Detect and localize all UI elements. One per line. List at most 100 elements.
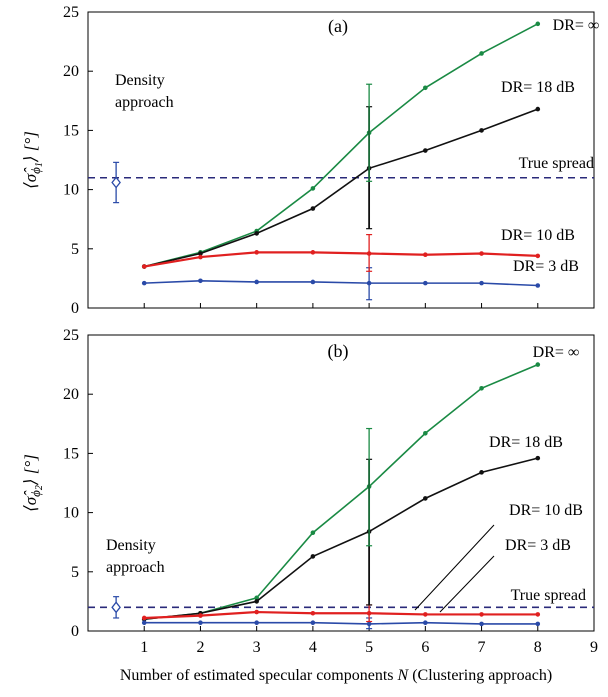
- panel-b-x-tick-label: 3: [253, 639, 261, 656]
- panel-b-series-2-point: [141, 615, 147, 621]
- panel-a-y-tick-label: 10: [63, 182, 79, 199]
- panel-a-series-3-point: [141, 280, 147, 286]
- x-axis-label-part: N: [397, 667, 410, 684]
- panel-b-panel-label: (b): [328, 341, 349, 362]
- panel-b-leader-line-0: [414, 524, 495, 611]
- panel-a-series-1-point: [310, 206, 316, 211]
- panel-a-series-1-point: [479, 128, 484, 133]
- panel-a-series-2-point: [479, 251, 484, 256]
- panel-a-series-2-point: [198, 254, 203, 260]
- panel-b-series-3-point: [310, 620, 316, 626]
- panel-a-y-tick-label: 15: [63, 122, 79, 139]
- panel-a-series-1-point: [254, 231, 259, 236]
- panel-b-x-tick-label: 5: [365, 639, 373, 656]
- panel-b-series-2-point: [479, 612, 484, 617]
- panel-b-series-0-point: [535, 362, 541, 367]
- panel-b-x-tick-label: 8: [534, 639, 542, 656]
- panel-b-series-0-point: [310, 530, 316, 536]
- panel-a-series-2-point: [141, 264, 147, 269]
- panel-b-leader-line-1: [439, 555, 495, 613]
- panel-b-y-tick-label: 25: [63, 327, 79, 344]
- panel-a-series-3-point: [254, 279, 259, 285]
- panel-a-series-2-point: [254, 250, 259, 255]
- panel-b-series-label-0: DR= ∞: [533, 344, 580, 361]
- panel-b-series-1-point: [535, 455, 541, 461]
- panel-b-density-diamond-marker: [111, 601, 121, 614]
- panel-b-series-0-point: [423, 430, 428, 436]
- panel-a-series-0-point: [423, 85, 428, 91]
- panel-a-y-axis-label: ⟨σ̂ϕ1⟩ [°]: [21, 131, 45, 189]
- panel-a-series-2-point: [423, 252, 428, 258]
- panel-b-series-line-3: [144, 621, 538, 625]
- panel-a-y-tick-label: 0: [71, 300, 79, 317]
- panel-b-series-2-point: [198, 613, 203, 618]
- panel-a-y-axis-label-suffix: ⟩ [°]: [21, 131, 40, 163]
- panel-a-series-line-2: [144, 251, 538, 268]
- panel-a-axes-frame: [87, 11, 595, 309]
- panel-b-series-3-point: [535, 621, 541, 627]
- panel-a-true-spread-label: True spread: [519, 155, 594, 172]
- panel-a-series-1-point: [198, 251, 203, 256]
- panel-b-series-1-point: [310, 554, 316, 559]
- panel-a-series-0-point: [535, 21, 541, 27]
- panel-a-y-tick-label: 20: [63, 63, 79, 80]
- panel-b-x-tick-label: 7: [478, 639, 486, 656]
- panel-a-y-axis-label-subsub: 1: [34, 162, 45, 167]
- panel-a-y-tick-label: 25: [63, 4, 79, 21]
- panel-b-series-3-point: [198, 620, 203, 626]
- panel-a-y-axis-label-sub: ϕ: [28, 167, 43, 174]
- panel-b-true-spread-label: True spread: [511, 587, 586, 604]
- x-axis-label-part: (Clustering approach): [408, 667, 552, 684]
- panel-b-series-line-2: [144, 610, 538, 620]
- panel-b-density-label-line-2: approach: [106, 559, 165, 576]
- panel-b-series-3-point: [141, 620, 147, 626]
- panel-b-series-0-point: [479, 385, 484, 391]
- panel-a-density-label-line-2: approach: [115, 94, 174, 111]
- panel-b-x-tick-label: 2: [196, 639, 204, 656]
- panel-a-series-0-point: [310, 186, 316, 191]
- panel-a-series-label-2: DR= 10 dB: [501, 227, 575, 244]
- panel-b-series-label-2: DR= 10 dB: [509, 502, 583, 519]
- panel-a-series-2-point: [310, 250, 316, 255]
- panel-b-series-3-point: [254, 620, 259, 626]
- panel-b-y-tick-label: 10: [63, 505, 79, 522]
- panel-b-y-tick-label: 0: [71, 623, 79, 640]
- panel-a-density-diamond-marker: [111, 176, 121, 189]
- panel-a-series-0-point: [479, 51, 484, 56]
- panel-b-y-axis-label-subsub: 2: [34, 485, 45, 490]
- panel-a-series-3-point: [198, 278, 203, 284]
- panel-b-series-1-point: [423, 496, 428, 501]
- panel-b-y-axis-label: ⟨σ̂ϕ2⟩ [°]: [21, 454, 45, 512]
- panel-b-series-2-point: [254, 609, 259, 615]
- panel-b-series-label-1: DR= 18 dB: [489, 434, 563, 451]
- panel-a-series-2-point: [535, 253, 541, 259]
- panel-a-series-1-point: [535, 106, 541, 112]
- panel-b-density-label-line-1: Density: [106, 537, 156, 554]
- panel-b-series-2-point: [310, 610, 316, 616]
- panel-a-density-label-line-1: Density: [115, 72, 165, 89]
- panel-b-y-axis-label-suffix: ⟩ [°]: [21, 454, 40, 486]
- panel-a-panel-label: (a): [328, 16, 348, 37]
- panel-b-axes-frame: [87, 334, 595, 632]
- panel-a-series-3-point: [310, 279, 316, 285]
- panel-b-y-tick-label: 20: [63, 386, 79, 403]
- panel-a-series-line-3: [144, 279, 538, 287]
- panel-a-series-3-point: [479, 280, 484, 286]
- panel-b-series-1-point: [479, 470, 484, 475]
- x-axis-label-part: Number of estimated specular components: [120, 667, 398, 684]
- panel-b-series-2-point: [535, 612, 541, 617]
- panel-a-series-3-point: [535, 283, 541, 288]
- panel-b-x-tick-label: 9: [590, 639, 598, 656]
- panel-b-series-0-point: [254, 595, 259, 601]
- panel-b-x-tick-label: 1: [140, 639, 148, 656]
- panel-b-series-3-point: [479, 621, 484, 627]
- panel-b-series-label-3: DR= 3 dB: [505, 537, 571, 554]
- panel-b-series-line-1: [144, 457, 538, 620]
- panel-b-series-2-point: [423, 612, 428, 617]
- panel-b-y-tick-label: 15: [63, 445, 79, 462]
- panel-a-series-label-1: DR= 18 dB: [501, 79, 575, 96]
- panel-b-x-tick-label: 4: [309, 639, 317, 656]
- panel-a-series-line-1: [144, 108, 539, 268]
